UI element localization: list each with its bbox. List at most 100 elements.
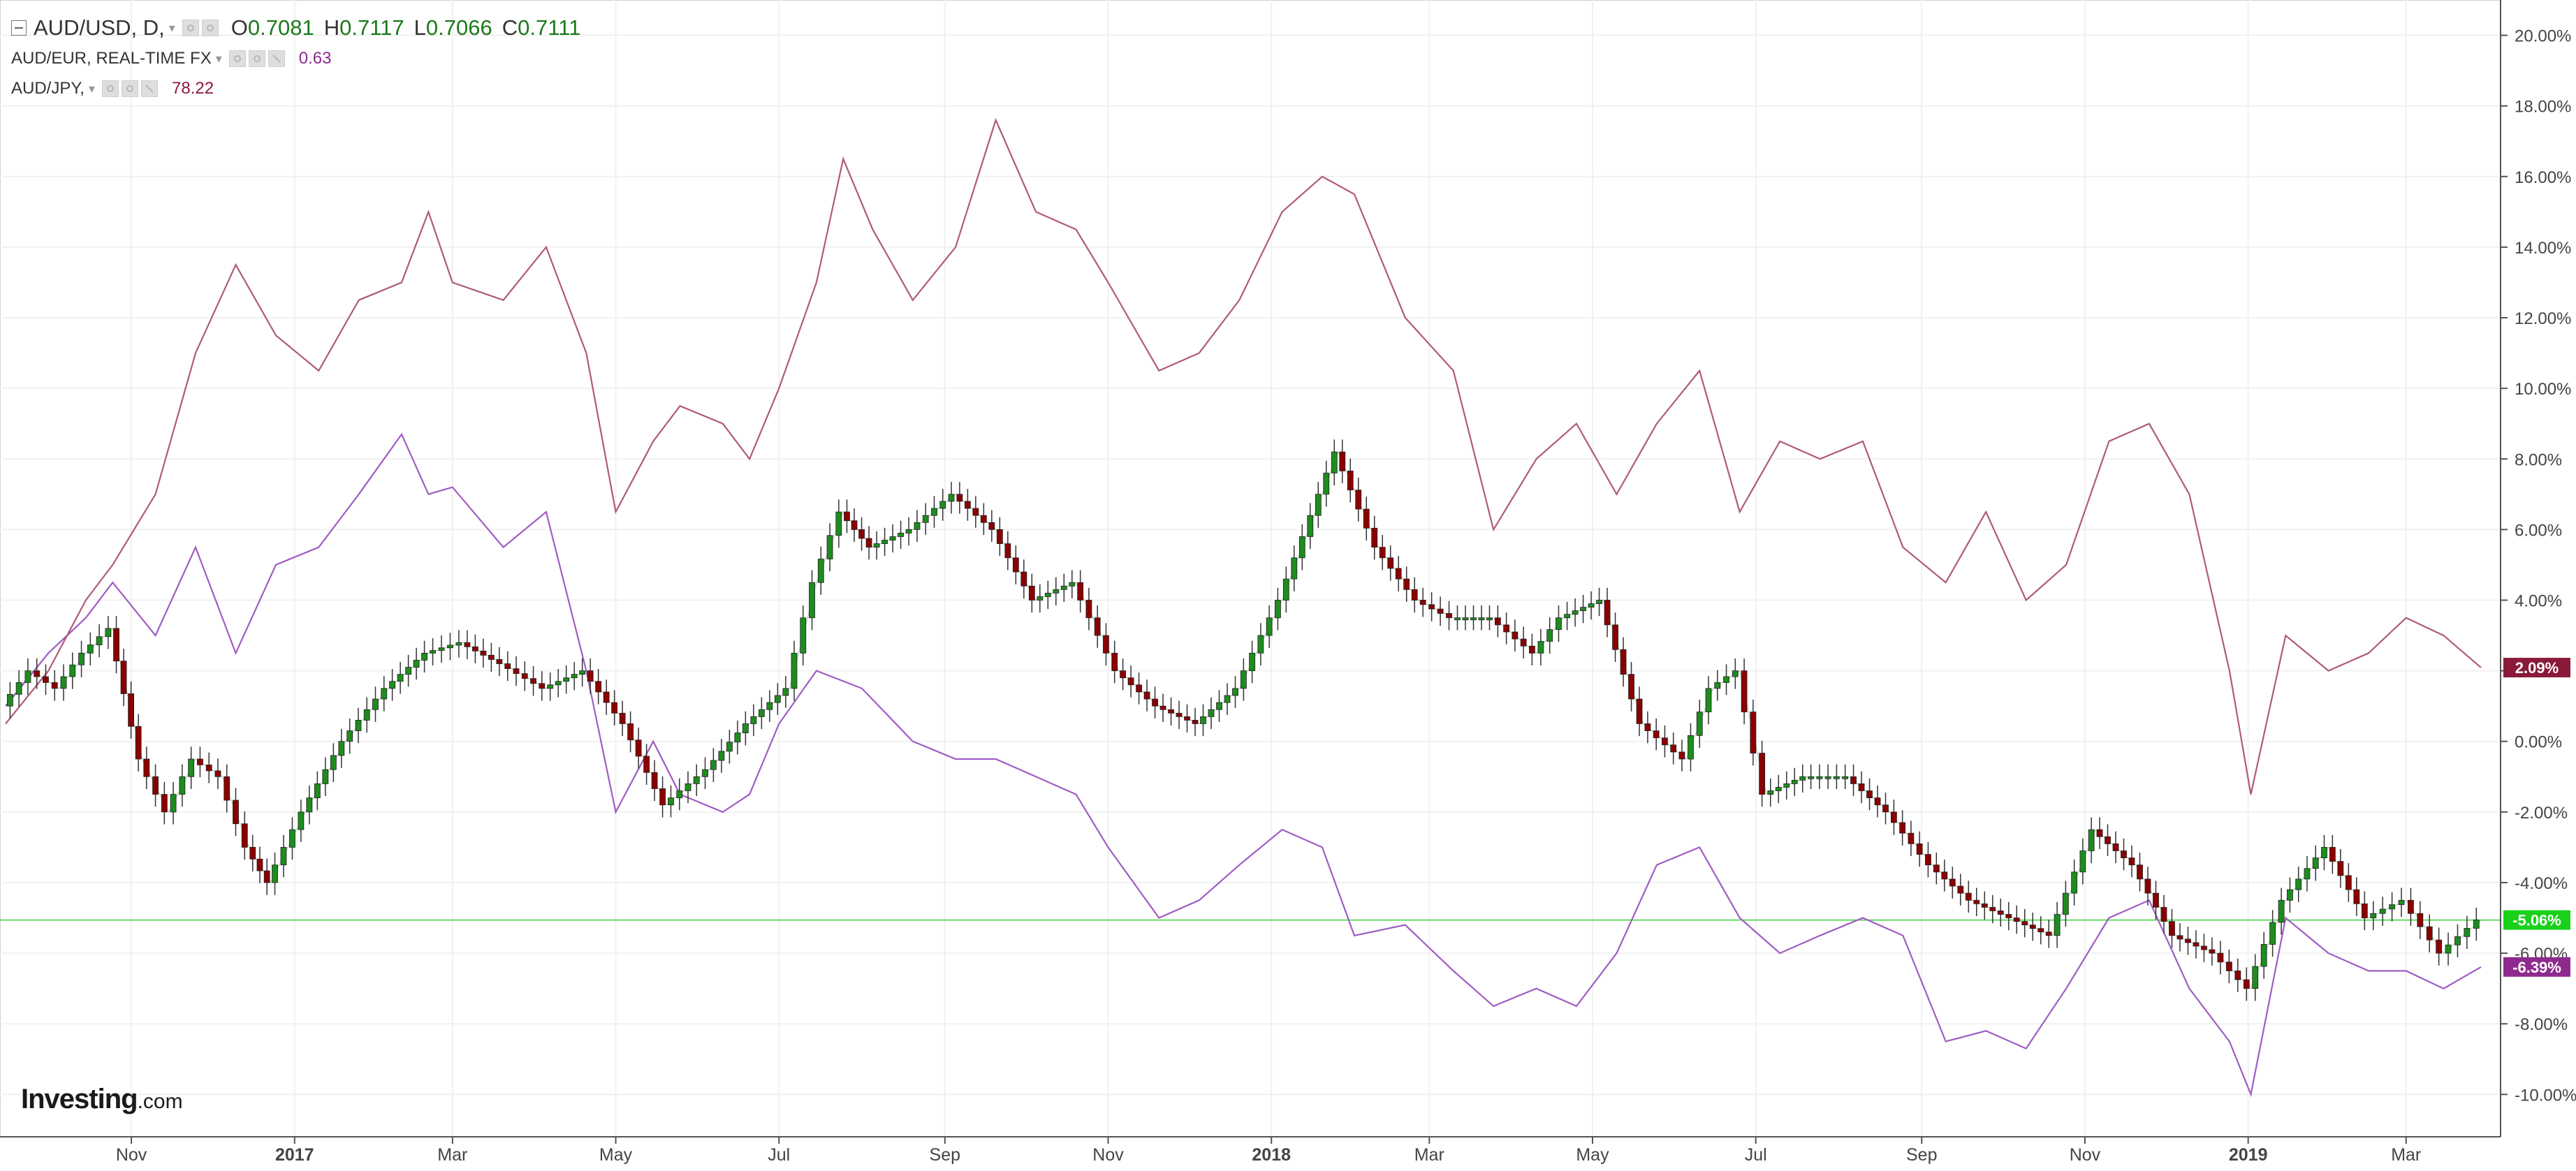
- candle-body: [1494, 617, 1501, 626]
- series-candles-aud-usd: [5, 439, 2482, 1001]
- settings-icon[interactable]: [101, 80, 119, 97]
- candle-body: [6, 693, 13, 707]
- candle-body: [1208, 709, 1215, 717]
- candle-body: [1249, 652, 1256, 672]
- candle-body: [34, 670, 41, 677]
- candle-body: [1588, 603, 1595, 608]
- candle-body: [521, 673, 528, 679]
- candle-body: [170, 794, 177, 813]
- collapse-icon[interactable]: [11, 20, 27, 36]
- y-tick-label: 20.00%: [2515, 27, 2571, 46]
- candle-body: [1478, 617, 1485, 621]
- candle-body: [2417, 913, 2424, 927]
- candle-body: [233, 800, 239, 825]
- close-icon[interactable]: [140, 80, 158, 97]
- candle-body: [1512, 631, 1518, 640]
- last-value-label: 2.09%: [2515, 659, 2559, 677]
- visibility-icon[interactable]: [248, 50, 265, 67]
- candle-body: [931, 508, 937, 516]
- visibility-icon[interactable]: [201, 20, 219, 36]
- candle-body: [1620, 649, 1627, 675]
- plot-frame: [0, 0, 2501, 1137]
- candle-body: [60, 676, 67, 689]
- candle-body: [1291, 557, 1298, 580]
- candle-body: [2464, 928, 2471, 937]
- candle-body: [188, 758, 195, 777]
- candle-body: [78, 652, 85, 665]
- candle-body: [69, 664, 76, 677]
- candle-body: [1044, 592, 1051, 597]
- candle-body: [826, 535, 833, 559]
- candle-body: [1842, 776, 1849, 779]
- candle-body: [1060, 585, 1067, 590]
- candle-body: [143, 758, 150, 777]
- candle-body: [643, 756, 650, 773]
- ohlc-label: H: [323, 15, 340, 40]
- candle-body: [1564, 614, 1570, 619]
- candle-body: [2260, 944, 2267, 967]
- candle-body: [539, 683, 546, 689]
- ohlc-o: O0.7081: [231, 15, 314, 40]
- candle-body: [43, 676, 49, 683]
- candle-body: [214, 770, 221, 777]
- chevron-down-icon[interactable]: ▾: [88, 81, 95, 96]
- candle-body: [1941, 871, 1948, 880]
- candle-body: [289, 829, 295, 848]
- candle-body: [205, 765, 212, 772]
- y-tick-label: -2.00%: [2515, 804, 2568, 823]
- y-tick-label: 18.00%: [2515, 98, 2571, 117]
- y-tick-label: 0.00%: [2515, 733, 2562, 752]
- candle-body: [530, 678, 536, 684]
- chevron-down-icon[interactable]: ▾: [215, 51, 222, 66]
- x-tick-label: Jul: [1745, 1145, 1767, 1165]
- candle-body: [1363, 508, 1370, 529]
- candle-body: [2312, 857, 2319, 869]
- candle-body: [1168, 709, 1174, 714]
- candle-body: [24, 670, 31, 683]
- candle-body: [263, 870, 270, 883]
- candle-body: [1159, 705, 1166, 710]
- candle-body: [464, 642, 471, 647]
- candle-body: [766, 702, 773, 710]
- candle-body: [256, 858, 263, 871]
- candle-body: [438, 647, 445, 651]
- compare-2-value: 78.22: [171, 79, 214, 98]
- candle-body: [2252, 966, 2259, 989]
- candle-body: [782, 688, 789, 696]
- candle-body: [1604, 600, 1611, 626]
- last-value-badge: [2503, 658, 2570, 678]
- settings-icon[interactable]: [228, 50, 246, 67]
- candle-body: [571, 674, 578, 679]
- candle-body: [1486, 617, 1493, 621]
- candle-body: [996, 529, 1003, 545]
- candle-body: [322, 769, 329, 784]
- candle-body: [2321, 847, 2327, 858]
- candle-body: [635, 739, 642, 757]
- candle-body: [710, 760, 717, 770]
- x-tick-label: Mar: [437, 1145, 467, 1165]
- candle-body: [1094, 617, 1101, 636]
- candle-body: [956, 494, 963, 502]
- candle-body: [513, 668, 520, 675]
- candle-body: [858, 529, 865, 539]
- candle-body: [693, 776, 700, 784]
- candle-body: [2345, 875, 2352, 890]
- x-tick-label: Sep: [930, 1145, 960, 1165]
- candle-body: [2176, 935, 2183, 940]
- logo-name: Investing: [21, 1084, 138, 1114]
- settings-icon[interactable]: [182, 20, 199, 36]
- candle-body: [1908, 832, 1915, 844]
- close-icon[interactable]: [268, 50, 285, 67]
- chevron-down-icon[interactable]: ▾: [168, 20, 175, 35]
- candle-body: [2295, 878, 2302, 890]
- candle-body: [488, 654, 495, 660]
- ohlc-value: 0.7111: [518, 15, 581, 40]
- series-line-aud-eur: [5, 432, 2482, 1098]
- candle-body: [603, 691, 610, 703]
- candle-body: [1556, 617, 1562, 631]
- visibility-icon[interactable]: [121, 80, 138, 97]
- candle-body: [972, 508, 979, 516]
- candle-body: [1315, 494, 1322, 516]
- ohlc-label: C: [502, 15, 518, 40]
